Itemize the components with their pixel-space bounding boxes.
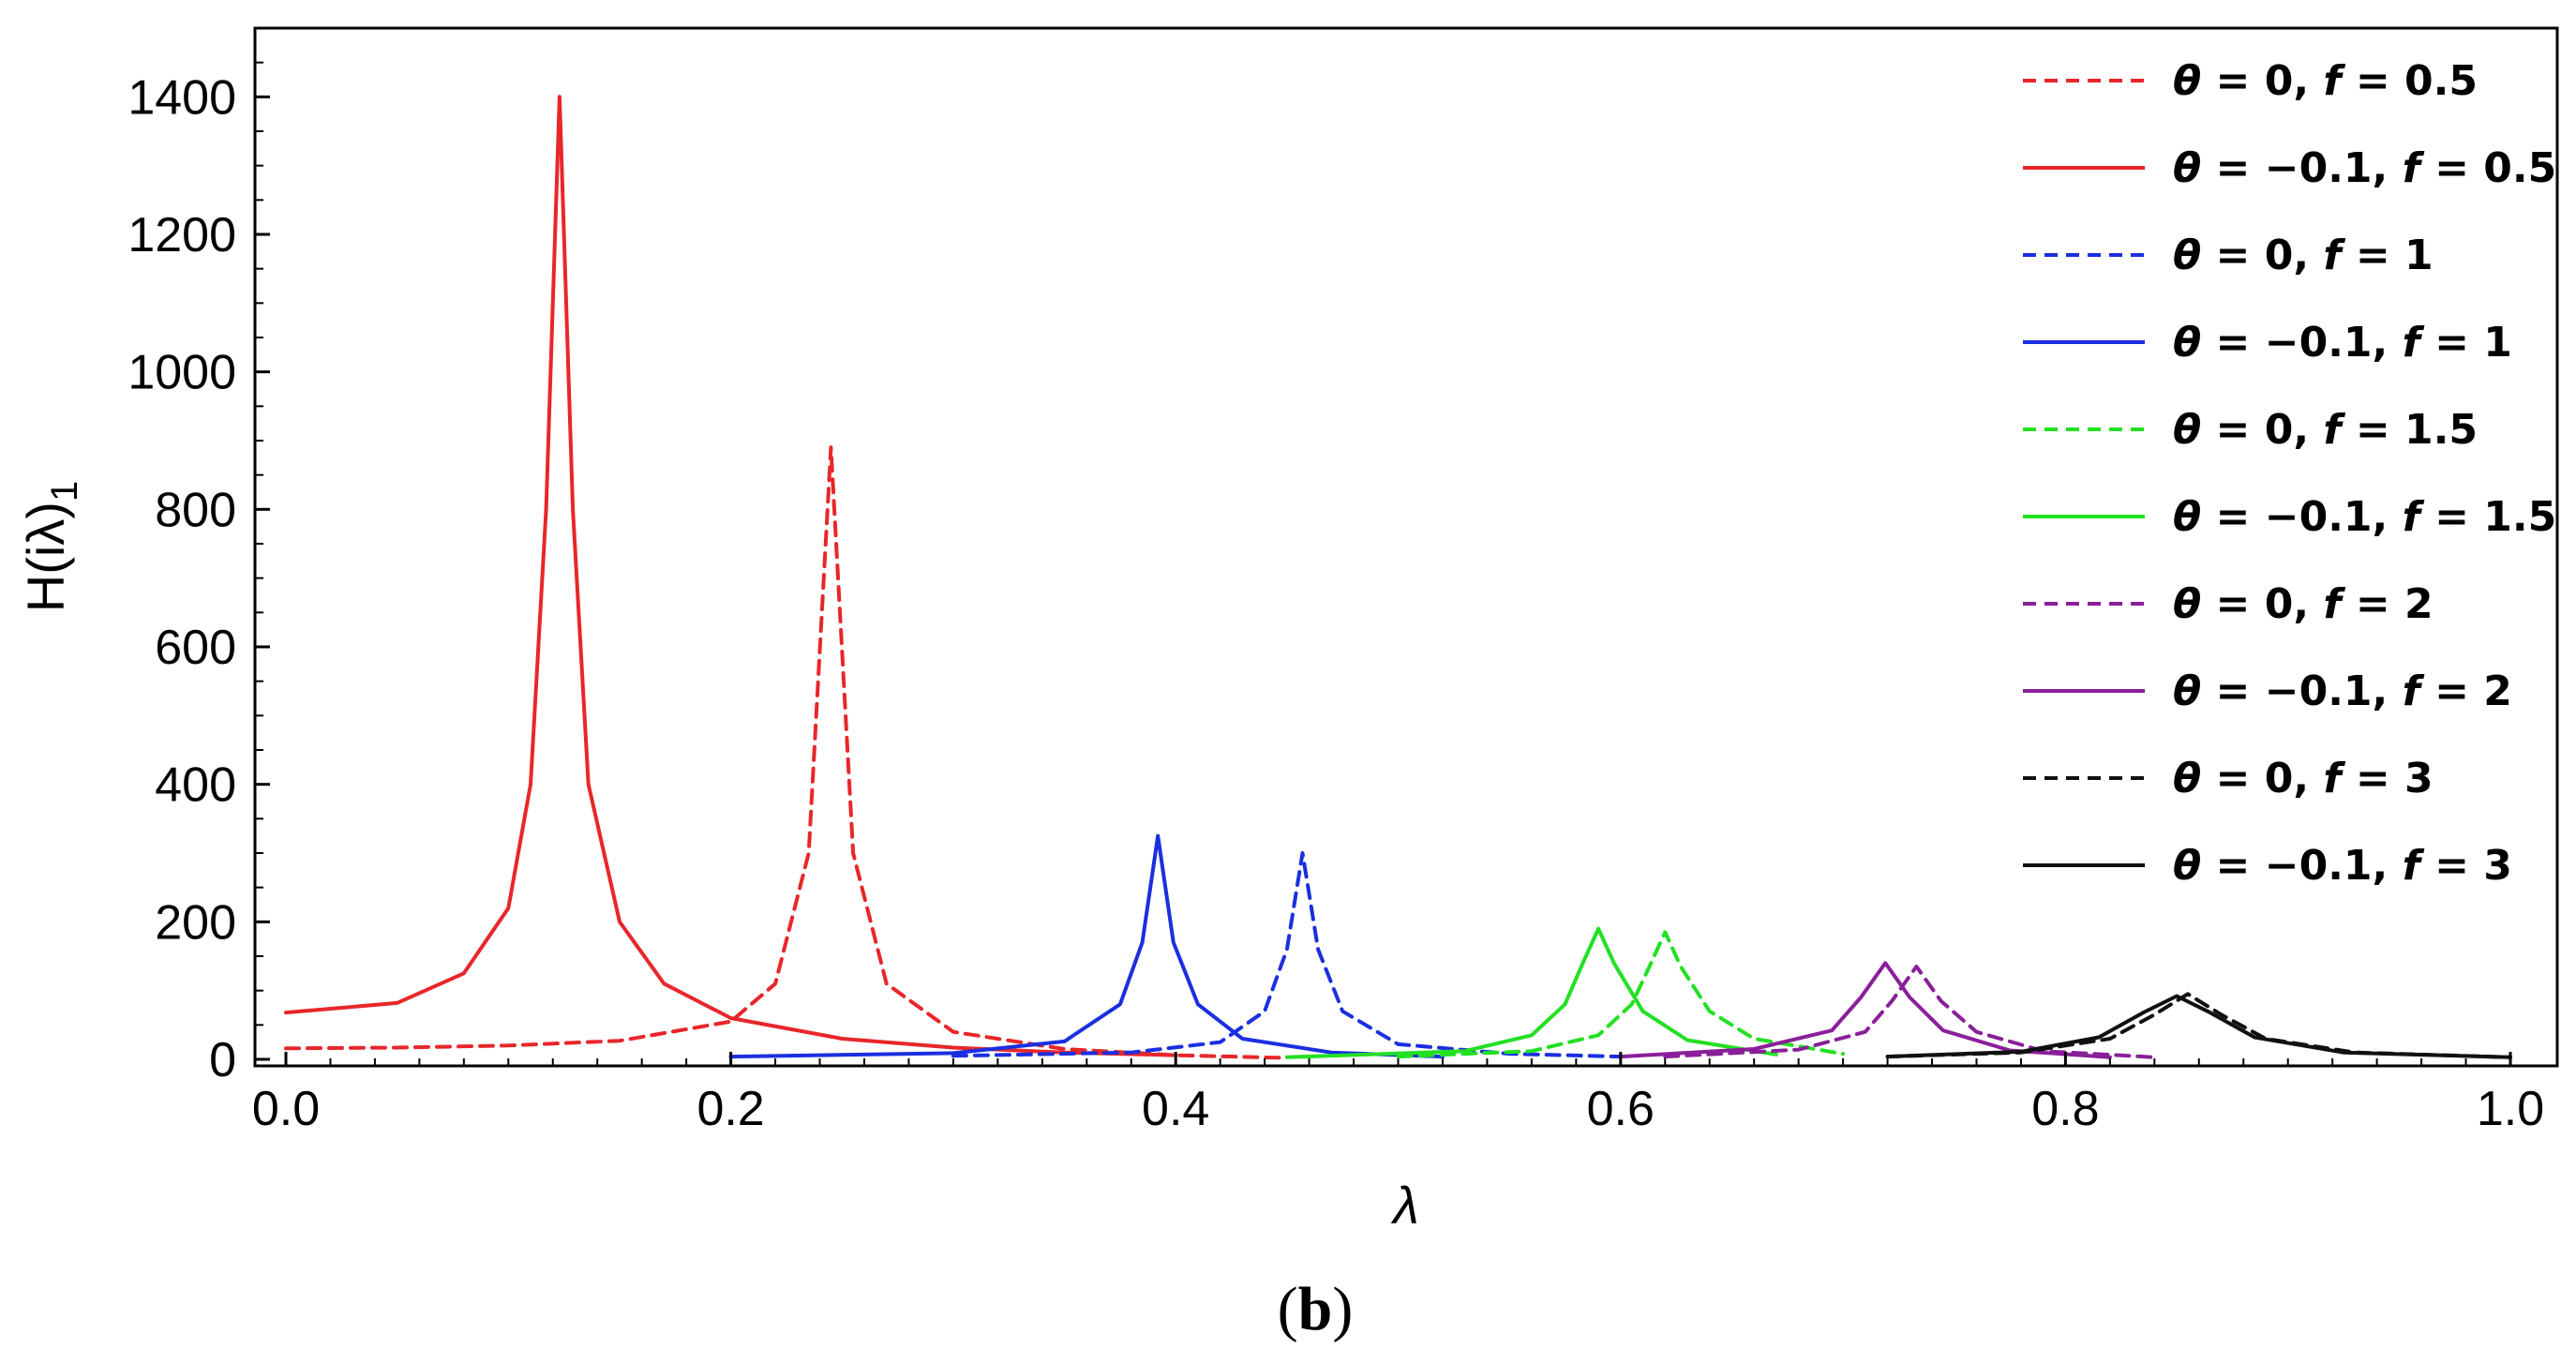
x-tick-label: 0.6	[1587, 1082, 1655, 1136]
y-axis-label: H(iλ)1	[16, 481, 85, 612]
legend-label: θ = −0.1, f = 1	[2173, 319, 2512, 367]
y-tick-label: 800	[155, 483, 236, 537]
series-line-10	[1885, 994, 2512, 1059]
series-curves	[284, 95, 2512, 1060]
series-line-6	[1284, 926, 1778, 1059]
x-tick-label: 1.0	[2477, 1082, 2544, 1136]
x-tick-label: 0.2	[696, 1082, 764, 1136]
legend-label: θ = 0, f = 1.5	[2173, 406, 2478, 454]
legend-label: θ = −0.1, f = 3	[2173, 842, 2512, 890]
x-tick-label: 0.8	[2031, 1082, 2099, 1136]
y-tick-label: 600	[155, 621, 236, 675]
series-line-1	[284, 445, 1289, 1060]
legend-label: θ = 0, f = 0.5	[2173, 57, 2478, 105]
legend-label: θ = 0, f = 1	[2173, 232, 2434, 279]
series-line-3	[951, 851, 1623, 1059]
legend-label: θ = 0, f = 2	[2173, 580, 2434, 628]
panel-label: (b)	[1278, 1275, 1354, 1343]
panel-label-open-paren: (	[1278, 1275, 1298, 1343]
legend-label: θ = −0.1, f = 1.5	[2173, 493, 2556, 541]
x-tick-label: 0.4	[1142, 1082, 1209, 1136]
y-tick-label: 200	[155, 895, 236, 950]
y-tick-label: 1200	[127, 208, 236, 262]
x-axis: 0.0 0.2 0.4 0.6 0.8 1.0	[252, 1052, 2544, 1136]
panel-label-close-paren: )	[1332, 1275, 1353, 1343]
series-line-5	[1396, 930, 1846, 1059]
x-axis-label: λ	[1390, 1176, 1419, 1235]
legend-label: θ = −0.1, f = 2	[2173, 667, 2512, 715]
legend-label: θ = −0.1, f = 0.5	[2173, 144, 2556, 192]
y-tick-label: 1000	[127, 346, 236, 400]
series-line-7	[1663, 965, 2157, 1059]
y-axis-label-subscript: 1	[44, 481, 85, 502]
series-line-8	[1618, 961, 2112, 1059]
y-tick-label: 0	[209, 1033, 236, 1087]
legend-label: θ = 0, f = 3	[2173, 755, 2434, 802]
y-tick-label: 400	[155, 758, 236, 813]
y-tick-label: 1400	[127, 70, 236, 125]
series-line-9	[1885, 992, 2512, 1059]
y-axis: 0 200 400 600 800 1000 1200 1400	[127, 61, 270, 1087]
series-line-4	[728, 833, 1445, 1059]
y-axis-label-main: H(iλ)	[16, 502, 75, 612]
x-tick-label: 0.0	[252, 1082, 320, 1136]
legend: θ = 0, f = 0.5 θ = −0.1, f = 0.5 θ = 0, f …	[2023, 57, 2556, 890]
panel-label-letter: b	[1298, 1275, 1333, 1343]
plot-frame	[253, 26, 2559, 1068]
series-line-2	[284, 95, 1178, 1057]
